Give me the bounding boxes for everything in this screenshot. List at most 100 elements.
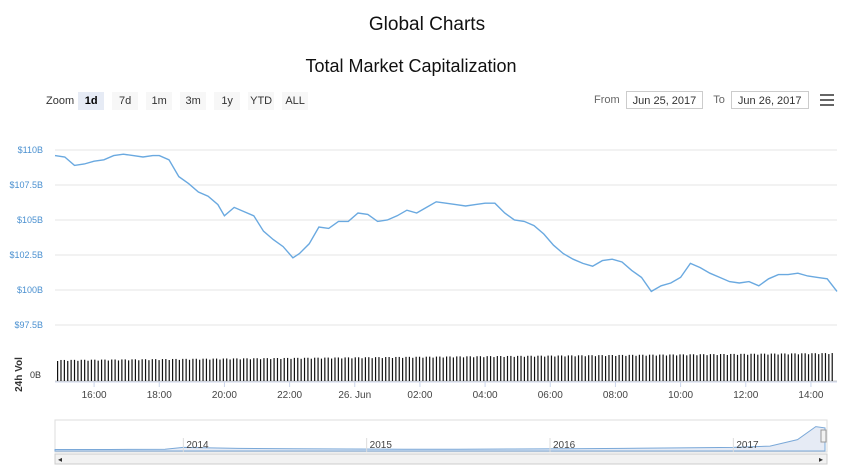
volume-bar [821,353,823,381]
volume-bar [564,356,566,381]
volume-bar [632,354,634,381]
volume-bar [371,358,373,381]
volume-bar [740,353,742,381]
chart-title: Total Market Capitalization [305,56,517,76]
volume-bar [378,357,380,381]
volume-bar [791,353,793,381]
volume-bar [141,359,143,381]
volume-bar [452,357,454,381]
volume-bar [743,353,745,381]
volume-bar [604,356,607,381]
volume-bar [388,357,390,381]
volume-bar [330,358,333,381]
x-tick-label: 04:00 [473,390,498,401]
zoom-button-1y[interactable]: 1y [214,92,241,110]
navigator-year-label: 2014 [186,440,209,451]
volume-bar [476,356,478,381]
page-title: Global Charts [368,14,486,35]
volume-bar [709,354,712,381]
volume-bar [831,353,833,381]
zoom-button-7d[interactable]: 7d [112,92,139,110]
hamburger-menu-icon[interactable] [820,94,834,106]
volume-bar [84,359,86,381]
volume-bar [770,353,772,381]
volume-bar [584,356,586,381]
x-tick-label: 18:00 [147,390,172,401]
navigator-year-label: 2017 [736,440,759,451]
volume-bar [310,358,312,381]
volume-bar [726,354,728,381]
volume-bar [270,359,272,381]
volume-bar [469,356,471,381]
volume-bar [215,358,218,381]
volume-bar [175,358,177,381]
volume-bar [459,356,461,381]
volume-bar [202,358,204,381]
volume-bar [297,357,299,381]
volume-bar [763,353,766,381]
volume-bar [571,355,573,381]
navigator-handle [820,429,827,443]
to-date-input[interactable]: Jun 26, 2017 [730,91,809,109]
volume-bar [780,353,783,381]
x-tick-label: 14:00 [798,390,823,401]
volume-bar [80,359,82,381]
x-tick-label: 12:00 [733,390,758,401]
volume-bar [121,359,123,381]
volume-bar [67,360,69,381]
volume-bar [287,357,289,381]
volume-bar [601,355,603,381]
volume-bar [422,357,424,381]
volume-bar [446,356,448,381]
volume-bar [63,359,65,381]
volume-bar [229,359,231,381]
zoom-button-all[interactable]: ALL [282,92,309,110]
y-tick-label: $110B [18,145,43,155]
volume-bar [354,357,356,381]
volume-bar [527,355,529,381]
volume-bar [533,356,536,381]
volume-bar [801,353,803,381]
volume-bar [503,356,505,381]
volume-bar [513,356,515,381]
zoom-button-1m[interactable]: 1m [146,92,173,110]
volume-bar [381,358,383,381]
volume-bar [804,353,806,381]
volume-bar [750,353,752,381]
volume-bar [327,357,329,381]
volume-bar [747,354,749,381]
volume-bar [618,354,620,381]
volume-bar [669,354,671,381]
x-tick-label: 02:00 [407,390,432,401]
volume-bar [703,354,705,381]
volume-bar [642,354,644,381]
volume-bar [730,353,732,381]
volume-bar [594,356,597,381]
volume-bar [425,356,427,381]
zoom-button-ytd[interactable]: YTD [248,92,275,110]
zoom-button-1d[interactable]: 1d [78,92,105,110]
volume-bar [736,354,739,381]
scrollbar-left-arrow-icon[interactable]: ◂ [58,455,62,464]
volume-bar [462,357,465,381]
scrollbar-right-arrow-icon[interactable]: ▸ [819,455,823,464]
volume-bar [557,355,559,381]
volume-bar [232,358,235,381]
volume-bar [676,355,678,381]
volume-bar [97,360,99,381]
volume-bar [638,354,641,381]
navigator-year-label: 2016 [553,440,576,451]
volume-bar [530,355,532,381]
y-tick-label: $102.5B [9,250,43,260]
from-date-input[interactable]: Jun 25, 2017 [625,91,704,109]
volume-bar [107,360,109,381]
volume-bar [523,356,525,381]
zoom-button-3m[interactable]: 3m [180,92,207,110]
volume-y-tick-label: 0B [30,370,41,380]
volume-bar [577,355,580,381]
volume-bar [161,359,164,381]
volume-bar [588,355,590,381]
volume-bar [178,359,180,381]
volume-bar [784,353,786,381]
